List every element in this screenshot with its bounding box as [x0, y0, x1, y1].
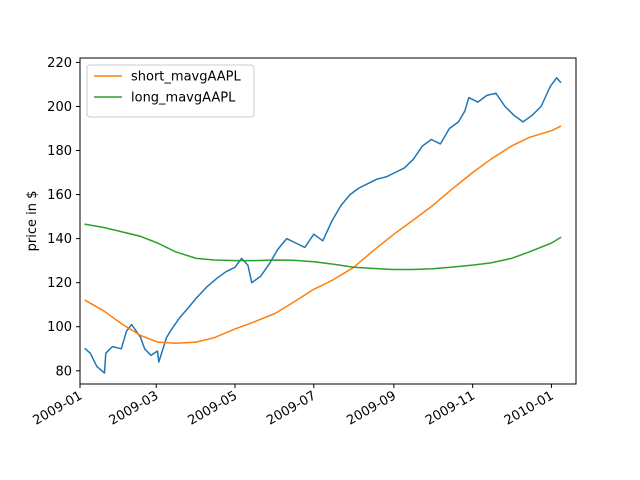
y-tick-label: 180 [47, 144, 72, 159]
y-tick-label: 120 [47, 276, 72, 291]
y-tick-label: 80 [55, 364, 72, 379]
y-tick-label: 140 [47, 232, 72, 247]
y-axis-label: price in $ [25, 191, 40, 252]
legend-label-long: long_mavgAAPL [131, 91, 236, 106]
y-tick-label: 200 [47, 100, 72, 115]
y-tick-label: 160 [47, 188, 72, 203]
series-line-short [84, 125, 562, 345]
plot-area [84, 77, 562, 374]
y-axis: 80 100 120 140 160 180 200 220 [47, 56, 80, 379]
legend-label-short: short_mavgAAPL [131, 70, 241, 85]
series-line-long [84, 223, 562, 271]
axes-frame [79, 57, 577, 385]
legend-box [86, 64, 255, 118]
series-line-price [84, 77, 562, 374]
y-tick-label: 100 [47, 320, 72, 335]
legend: short_mavgAAPL long_mavgAAPL [86, 64, 255, 118]
y-tick-label: 220 [47, 56, 72, 71]
